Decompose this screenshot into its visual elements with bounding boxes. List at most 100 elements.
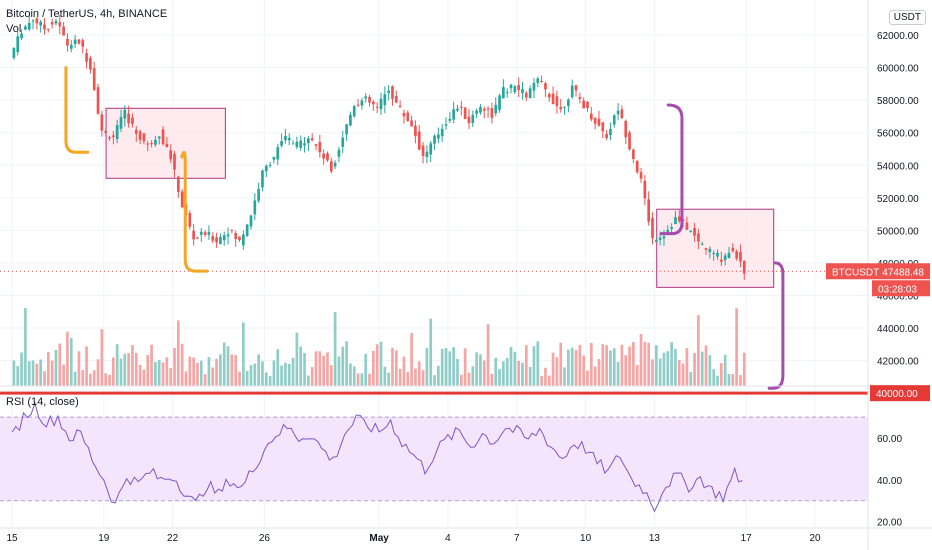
volume-bar [593, 366, 597, 386]
volume-bar [16, 366, 20, 386]
currency-button[interactable]: USDT [888, 10, 926, 25]
rsi-tick-label: 60.00 [877, 434, 902, 445]
volume-bar [639, 333, 643, 386]
candle-body [161, 129, 165, 145]
candle-body [490, 108, 494, 118]
volume-bar [356, 373, 360, 386]
candle-body [375, 106, 379, 108]
volume-bar [364, 353, 368, 386]
volume-bar [662, 352, 666, 386]
candle-body [322, 153, 325, 159]
candle-body [230, 229, 234, 231]
volume-bar [184, 371, 188, 386]
candle-body [712, 253, 716, 255]
candle-body [226, 234, 230, 237]
price-tick-label: 56000.00 [877, 129, 919, 140]
volume-bar [685, 348, 689, 386]
volume-bar [708, 355, 712, 386]
consolidation-box-1 [105, 107, 226, 179]
candle-body [639, 172, 643, 179]
volume-bar [723, 354, 727, 386]
volume-bar [222, 342, 226, 386]
candle-body [345, 124, 348, 135]
candle-body [299, 140, 303, 148]
rsi-tick-label: 40.00 [877, 476, 902, 487]
time-tick-label: 17 [741, 533, 753, 544]
volume-bar [169, 367, 173, 386]
candle-body [605, 133, 608, 139]
volume-bars [12, 308, 746, 386]
candle-body [414, 125, 417, 137]
volume-bar [521, 362, 524, 386]
volume-bar [360, 373, 364, 386]
rsi-series-line [11, 401, 743, 513]
volume-bar [322, 355, 325, 386]
volume-bar [39, 359, 43, 386]
volume-bar [563, 367, 566, 386]
volume-bar [425, 348, 429, 386]
volume-bar [264, 372, 268, 386]
volume-bar [700, 351, 704, 386]
candle-body [16, 36, 20, 53]
volume-bar [459, 374, 463, 386]
candle-body [169, 150, 173, 160]
candle-body [697, 233, 700, 242]
volume-bar [421, 370, 425, 386]
last-price-label: 47488.48 [882, 267, 924, 278]
symbol-price-tag-bg [826, 263, 930, 280]
volume-bar [219, 354, 222, 386]
candle-body [264, 165, 268, 172]
volume-bar [337, 356, 341, 386]
volume-bar [215, 358, 218, 386]
volume-bar [410, 333, 413, 386]
volume-bar [31, 360, 35, 386]
candle-body [406, 112, 410, 121]
candle-body [463, 107, 467, 120]
volume-bar [280, 365, 283, 386]
time-tick-label: 4 [445, 533, 451, 544]
price-tick-label: 52000.00 [877, 194, 919, 205]
volume-bar [674, 348, 677, 386]
volume-bar [54, 349, 58, 386]
candle-body [689, 230, 693, 232]
candle-body [368, 96, 371, 103]
volume-bar [475, 352, 478, 386]
volume-bar [528, 366, 532, 386]
candle-body [127, 113, 130, 124]
candle-body [349, 114, 352, 126]
candle-body [601, 122, 605, 132]
volume-bar [276, 349, 280, 386]
candle-body [188, 213, 192, 227]
candle-body [440, 128, 444, 137]
candle-body [555, 96, 559, 107]
volume-bar [192, 357, 195, 386]
volume-bar [85, 346, 88, 386]
candle-body [674, 217, 677, 225]
candle-body [471, 114, 475, 124]
volume-bar [582, 355, 586, 386]
candle-body [199, 231, 203, 235]
purple-bracket-2 [767, 261, 785, 390]
candle-body [391, 86, 394, 99]
candle-body [417, 131, 421, 150]
volume-bar [310, 367, 314, 386]
volume-bar [62, 364, 65, 386]
volume-bar [739, 375, 742, 386]
volume-bar [299, 346, 303, 386]
candle-body [536, 78, 540, 83]
volume-bar [345, 341, 348, 386]
volume-bar [437, 365, 440, 386]
volume-bar [494, 357, 498, 386]
candle-body [73, 39, 77, 45]
candle-body [27, 22, 31, 30]
volume-bar [272, 360, 276, 386]
candle-body [356, 104, 360, 106]
volume-bar [433, 375, 436, 386]
candle-body [50, 22, 54, 25]
candle-body [708, 248, 712, 253]
volume-bar [375, 344, 379, 386]
volume-bar [616, 361, 620, 386]
price-tick-label: 54000.00 [877, 161, 919, 172]
candle-body [89, 57, 92, 70]
